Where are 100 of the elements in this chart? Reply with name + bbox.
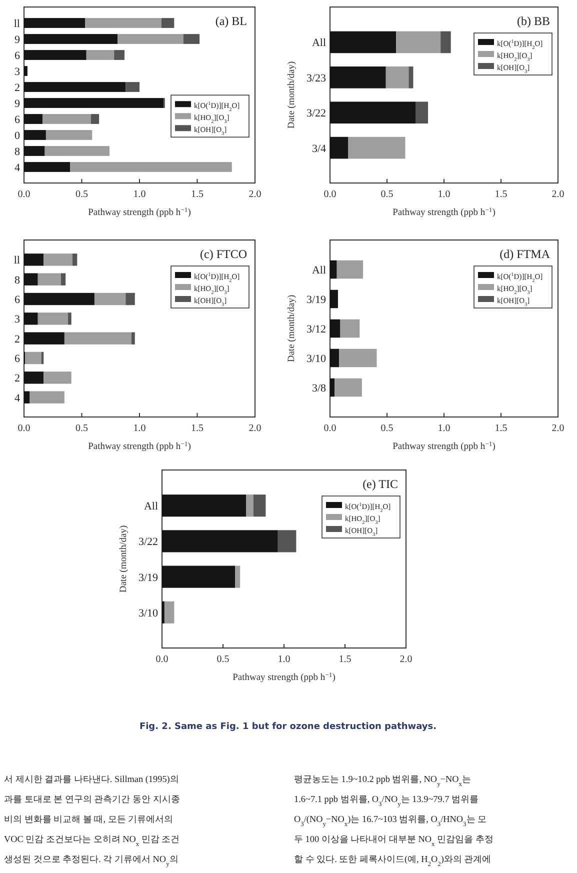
y-tick-label: 9 (14, 98, 20, 110)
bar (330, 290, 338, 308)
x-tick-label: 1.5 (191, 189, 204, 200)
x-tick-label: 1.5 (191, 423, 204, 434)
text: (e) TIC (362, 477, 398, 491)
bar (340, 319, 360, 338)
text: (d) FTMA (500, 247, 550, 261)
bar (24, 312, 38, 325)
bar (235, 566, 240, 588)
bar (118, 34, 184, 44)
x-tick-label: 2.0 (400, 654, 412, 665)
y-tick-label: 3 (14, 314, 20, 326)
x-tick-label: 0.0 (18, 189, 30, 200)
y-tick-label: 8 (14, 274, 20, 286)
bar (416, 102, 428, 124)
x-tick-label: 1.0 (278, 654, 290, 665)
bar (330, 348, 340, 368)
bar (162, 494, 246, 517)
bar (64, 332, 132, 344)
bar (131, 332, 135, 344)
bar (408, 66, 414, 88)
y-tick-label: 4 (14, 162, 20, 174)
bar (44, 254, 73, 266)
bar (24, 66, 28, 76)
text: 할 수 있다. 또한 페록사이드(예, H$_{2}$O$_{2}$)와의 관계에 (294, 854, 492, 868)
y-tick-label: All (312, 264, 326, 276)
bar (24, 332, 64, 344)
bar (386, 66, 409, 88)
bar (24, 273, 38, 286)
bar (330, 136, 348, 159)
bar (24, 130, 46, 140)
y-tick-label: 2 (14, 333, 20, 346)
text: 평균농도는 1.9~10.2 ppb 범위를, NO$_{y}$−NO$_{x}$는 (294, 774, 471, 788)
x-tick-label: 2.0 (248, 423, 262, 434)
bar (24, 146, 45, 156)
y-tick-label: 8 (14, 146, 20, 158)
y-tick-label: 6 (14, 114, 20, 126)
bar (164, 601, 174, 624)
text: 비의 변화를 비교해 볼 때, 모든 기류에서의 (4, 814, 174, 824)
y-tick-label: 3/19 (138, 572, 158, 584)
bar (348, 136, 406, 159)
x-tick-label: 1.5 (494, 423, 508, 434)
text: 두 100 이상을 나타내어 대부분 NO$_{x}$ 민감임을 추정 (294, 834, 494, 848)
text: 과를 토대로 본 연구의 관측기간 동안 지시종 (4, 794, 180, 804)
bar (90, 114, 100, 124)
bar (24, 114, 42, 124)
bar (42, 114, 91, 124)
text: 서 제시한 결과를 나타낸다. Sillman (1995)의 (4, 774, 179, 784)
y-tick-label: 9 (14, 34, 20, 46)
bar (339, 348, 377, 368)
bar (161, 18, 174, 28)
y-tick-label: 3/8 (312, 382, 326, 394)
bar (46, 130, 92, 140)
bar (86, 50, 114, 60)
y-tick-label: 3/10 (306, 353, 326, 365)
y-tick-label: ll (14, 18, 20, 30)
text: 1.6~7.1 ppb 범위를, O$_{3}$/NO$_{y}$는 13.9~79.7 범위를 (294, 794, 479, 808)
bar (330, 260, 337, 279)
caption: Fig. 2. Same as Fig. 1 but for ozone destruction pathways. (139, 722, 437, 732)
x-tick-label: 1.0 (438, 423, 450, 434)
x-axis-title: Pathway strength (ppb h$^{−1}$) (232, 672, 336, 683)
bar (24, 391, 30, 404)
x-tick-label: 1.0 (133, 189, 146, 200)
bar (94, 292, 126, 306)
y-tick-label: 6 (14, 50, 20, 62)
y-tick-label: 0 (14, 130, 20, 142)
bar (330, 66, 386, 88)
x-tick-label: 2.0 (552, 423, 564, 434)
bar (72, 254, 78, 266)
y-axis-title: Date (month/day) (287, 294, 297, 362)
bar (24, 254, 44, 266)
y-tick-label: 3/12 (306, 324, 326, 336)
bar (24, 34, 118, 44)
bar (396, 31, 441, 54)
bar (24, 162, 70, 172)
y-tick-label: ll (14, 254, 20, 267)
bar (126, 292, 135, 306)
y-tick-label: 3/23 (306, 72, 326, 84)
bar (24, 18, 86, 28)
y-tick-label: 2 (14, 82, 20, 94)
bar (183, 34, 200, 44)
x-tick-label: 1.0 (133, 423, 146, 434)
y-tick-label: 3/22 (138, 536, 158, 548)
bar (24, 372, 44, 384)
text: VOC 민감 조건보다는 오히려 NO$_{x}$ 민감 조건 (4, 834, 180, 848)
bar (85, 18, 162, 28)
y-tick-label: 6 (14, 353, 20, 365)
x-axis-title: Pathway strength (ppb h$^{−1}$) (392, 206, 496, 218)
x-tick-label: 0.0 (324, 423, 336, 434)
bar (162, 530, 278, 552)
bar (38, 312, 68, 325)
x-axis-title: Pathway strength (ppb h$^{−1}$) (88, 206, 191, 218)
x-tick-label: 0.5 (76, 423, 88, 434)
x-tick-label: 0.5 (380, 189, 394, 200)
text: (a) BL (215, 14, 247, 28)
x-axis-title: Pathway strength (ppb h$^{−1}$) (392, 440, 496, 452)
x-tick-label: 0.5 (76, 189, 88, 200)
x-tick-label: 2.0 (552, 189, 564, 200)
x-tick-label: 0.0 (324, 189, 336, 200)
bar (336, 260, 364, 279)
